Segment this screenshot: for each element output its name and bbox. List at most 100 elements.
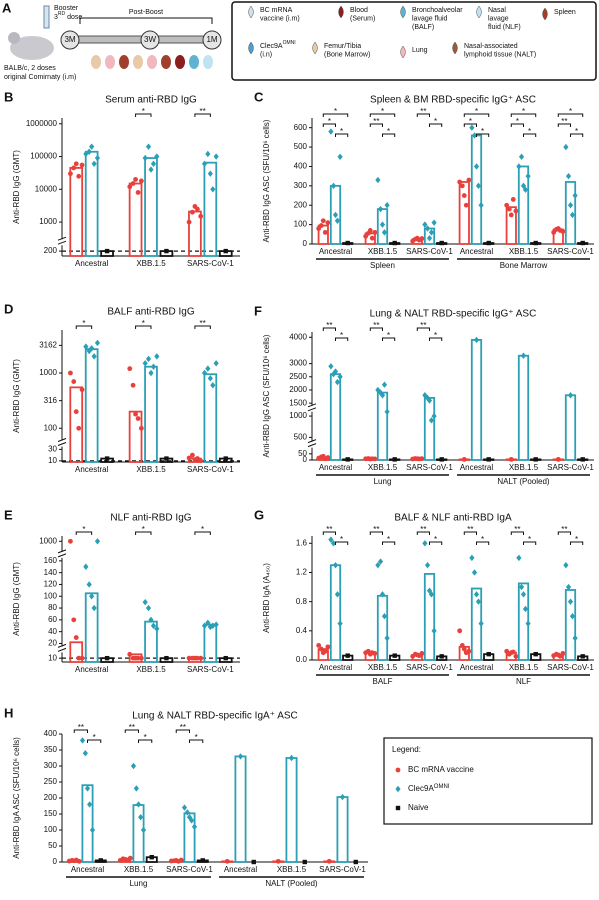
- x-tick-label: SARS-CoV-1: [547, 463, 594, 472]
- bar: [470, 134, 483, 245]
- y-tick-label: 120: [44, 580, 58, 589]
- legend-name: BC mRNA vaccine: [408, 765, 474, 774]
- x-tick-label: Ancestral: [460, 247, 494, 256]
- bar: [376, 594, 389, 661]
- y-tick-label: 80: [48, 603, 57, 612]
- significance-label: *: [575, 535, 578, 544]
- data-point: [463, 202, 469, 208]
- significance-bracket: [382, 133, 396, 137]
- x-tick-label: XBB.1.5: [368, 247, 398, 256]
- bar: [470, 339, 483, 461]
- significance-label: *: [475, 107, 478, 116]
- bar: [144, 365, 158, 463]
- significance-label: *: [201, 525, 204, 534]
- data-point: [164, 248, 169, 254]
- significance-bracket: [335, 337, 349, 341]
- chart-title: Lung & NALT RBD-specific IgG⁺ ASC: [370, 309, 537, 320]
- x-tick-label: Ancestral: [75, 259, 109, 268]
- timepoint: [60, 30, 80, 50]
- key-text: Spleen: [554, 9, 576, 16]
- key-text: (BALF): [412, 24, 434, 31]
- data-point: [194, 206, 200, 212]
- significance-label: *: [387, 331, 390, 340]
- key-text: fluid (NLF): [488, 24, 521, 31]
- data-point: [133, 411, 138, 417]
- key-icon: [400, 45, 406, 59]
- chart-title: BALF & NLF anti-RBD IgA: [394, 513, 512, 524]
- data-point: [68, 171, 73, 177]
- significance-bracket: [194, 531, 211, 535]
- bar: [84, 150, 99, 257]
- significance-bracket: [523, 541, 537, 545]
- y-tick-label: 40: [48, 627, 57, 636]
- significance-label: *: [481, 535, 484, 544]
- data-point: [580, 240, 585, 246]
- significance-bracket: [476, 133, 490, 137]
- data-point: [198, 458, 204, 464]
- key-icon: [312, 41, 318, 55]
- data-point: [518, 153, 525, 160]
- data-point: [135, 190, 141, 195]
- chart-title: NLF anti-RBD IgG: [110, 513, 191, 524]
- y-tick-label: 160: [44, 556, 58, 565]
- significance-label: **: [420, 525, 426, 534]
- data-point: [71, 165, 77, 171]
- data-point: [76, 173, 82, 179]
- key-text: lavage: [488, 15, 509, 22]
- y-tick-label: 0.0: [296, 655, 308, 664]
- bar: [128, 410, 143, 463]
- data-point: [138, 425, 144, 431]
- x-tick-label: Ancestral: [75, 665, 109, 674]
- bar: [517, 354, 530, 461]
- key-text: lavage fluid: [412, 15, 448, 22]
- data-point: [457, 179, 463, 185]
- data-point: [181, 804, 188, 811]
- data-point: [190, 209, 195, 215]
- data-point: [71, 379, 77, 384]
- data-point: [94, 339, 101, 347]
- significance-label: **: [561, 525, 567, 534]
- x-tick-label: Ancestral: [319, 463, 353, 472]
- significance-label: *: [387, 535, 390, 544]
- data-point: [431, 627, 437, 635]
- data-point: [565, 172, 572, 180]
- bar: [144, 157, 158, 257]
- tissue-icon: [161, 55, 171, 69]
- x-tick-label: SARS-CoV-1: [406, 663, 453, 672]
- data-point: [381, 613, 388, 620]
- data-point: [201, 160, 208, 168]
- post-boost-label: Post-Boost: [129, 9, 163, 16]
- significance-bracket: [194, 113, 211, 117]
- y-tick-label: 350: [44, 745, 58, 754]
- data-point: [127, 366, 133, 372]
- y-tick-label: 140: [44, 568, 58, 577]
- data-point: [461, 646, 467, 652]
- y-axis-label: Anti-RBD IgA (A₄₅₀): [262, 563, 271, 633]
- bar: [564, 181, 577, 245]
- data-point: [428, 591, 435, 598]
- key-text: (i.n): [260, 51, 272, 58]
- significance-bracket: [335, 541, 349, 545]
- y-tick-label: 1000: [39, 536, 57, 545]
- y-axis-label: Anti-RBD IgG ASC (SFU/10⁶ cells): [262, 119, 271, 242]
- data-point: [377, 205, 384, 213]
- key-text-sup: OMNI: [283, 40, 296, 46]
- data-point: [381, 229, 388, 236]
- x-tick-label: SARS-CoV-1: [187, 259, 234, 268]
- data-point: [379, 392, 386, 399]
- significance-bracket: [175, 729, 190, 733]
- group-label: Lung: [130, 879, 148, 888]
- significance-label: *: [434, 331, 437, 340]
- data-point: [205, 150, 211, 158]
- data-point: [367, 228, 373, 233]
- bar: [505, 206, 517, 245]
- data-point: [205, 365, 211, 372]
- data-point: [375, 176, 381, 184]
- significance-label: *: [334, 107, 337, 116]
- y-tick-label: 4000: [289, 332, 307, 341]
- data-point: [334, 591, 341, 598]
- panel-label: F: [254, 303, 262, 318]
- significance-label: **: [373, 117, 379, 126]
- bar: [336, 796, 349, 863]
- tissue-icon: [189, 55, 199, 69]
